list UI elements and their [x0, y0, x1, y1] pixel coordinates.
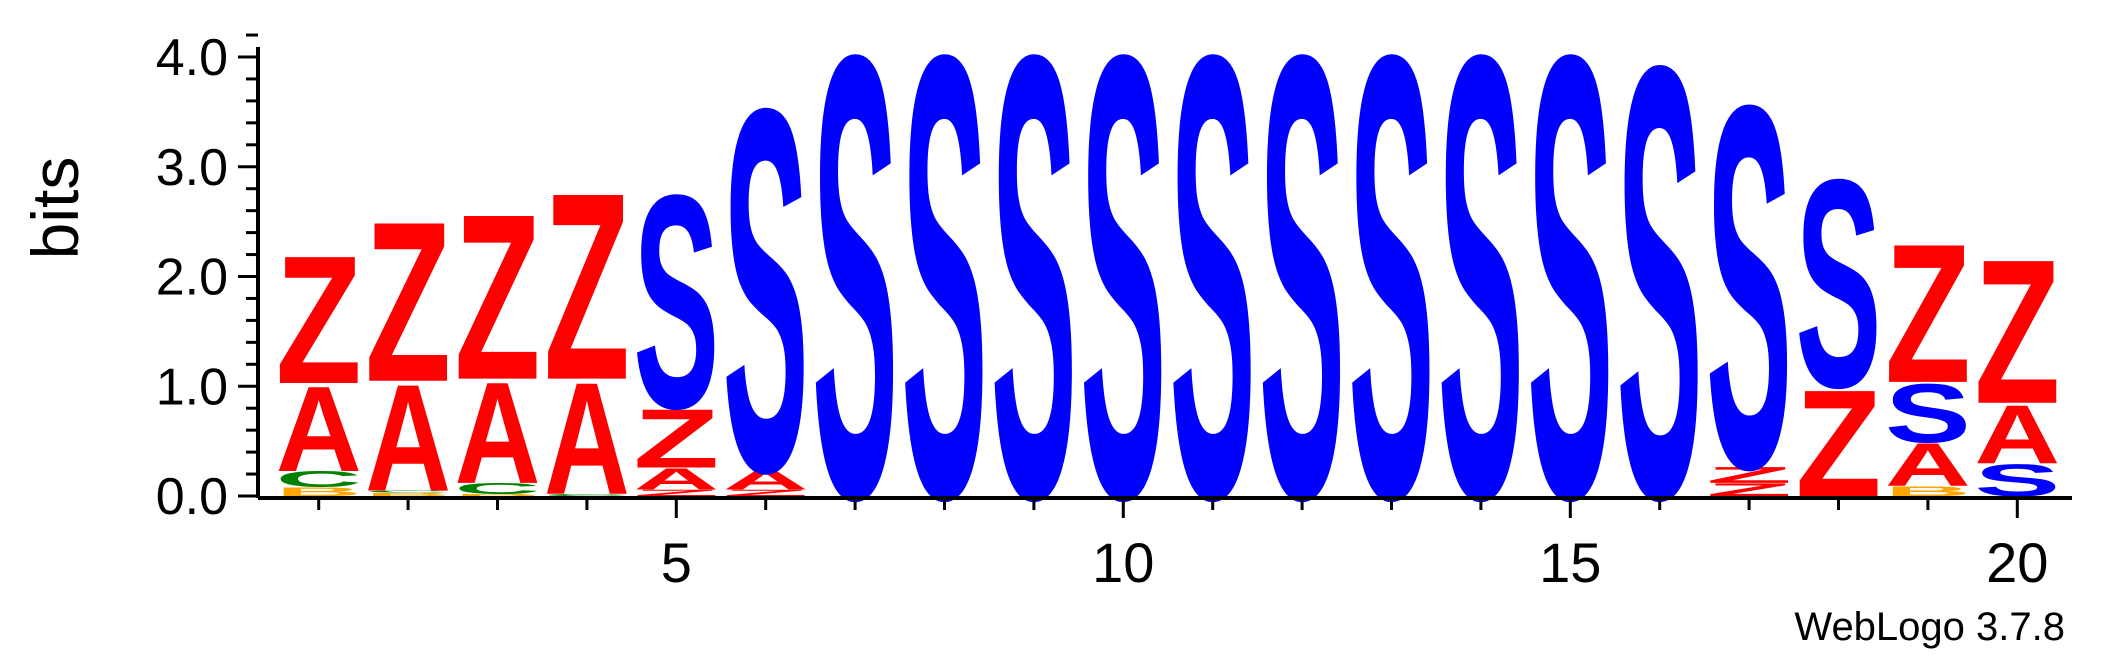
logo-glyph-c: C: [455, 480, 541, 497]
logo-axes: 0.0 1.0 2.0 3.0 4.0 5 10 15 20: [156, 29, 2072, 594]
logo-glyph-s: S: [1170, 0, 1256, 630]
y-tick-label: 4.0: [156, 29, 228, 87]
logo-glyph-s: S: [1885, 367, 1971, 460]
x-tick-label: 15: [1539, 531, 1601, 594]
logo-glyph-b: B: [455, 493, 541, 496]
x-tick-label: 10: [1092, 531, 1154, 594]
logo-glyph-c: C: [365, 490, 451, 493]
logo-glyph-a: A: [455, 353, 541, 515]
logo-glyph-z: Z: [633, 488, 719, 498]
logo-glyph-z: Z: [1885, 203, 1971, 424]
logo-glyph-z: Z: [1974, 217, 2060, 447]
logo-glyph-s: S: [1259, 0, 1345, 630]
y-axis-label: bits: [18, 157, 92, 260]
logo-glyph-c: C: [276, 467, 362, 493]
y-tick-label: 2.0: [156, 249, 228, 307]
y-tick-label: 1.0: [156, 358, 228, 416]
logo-glyph-s: S: [1080, 0, 1166, 630]
logo-glyph-s: S: [1617, 0, 1703, 628]
logo-glyph-z: Z: [544, 138, 630, 436]
x-tick-label: 5: [661, 531, 692, 594]
logo-glyph-a: A: [723, 465, 809, 495]
logo-glyph-s: S: [812, 0, 898, 630]
logo-glyph-a: A: [276, 360, 362, 497]
logo-glyph-b: B: [276, 485, 362, 499]
logo-glyph-z: Z: [365, 175, 451, 430]
logo-glyph-s: S: [1527, 0, 1613, 630]
logo-glyph-z: Z: [455, 166, 541, 430]
logo-glyph-z: Z: [723, 488, 809, 498]
logo-glyph-s: S: [991, 0, 1077, 630]
logo-glyph-s: S: [723, 2, 809, 581]
logo-glyph-s: S: [902, 0, 988, 630]
logo-glyph-a: A: [1974, 387, 2060, 481]
y-tick-label: 3.0: [156, 139, 228, 197]
logo-glyph-a: A: [365, 352, 451, 523]
logo-glyph-z: Z: [1706, 462, 1792, 487]
logo-glyph-a: A: [1885, 431, 1971, 499]
y-tick-label: 0.0: [156, 468, 228, 526]
logo-glyph-c: C: [544, 493, 630, 496]
logo-glyph-z: Z: [276, 217, 362, 422]
logo-glyph-b: B: [1885, 484, 1971, 499]
x-tick-label: 20: [1986, 531, 2048, 594]
logo-glyph-s: S: [633, 131, 719, 472]
logo-glyph-s: S: [1796, 118, 1882, 450]
logo-glyph-a: A: [633, 462, 719, 496]
logo-glyph-s: S: [1706, 0, 1792, 578]
logo-glyph-b: B: [365, 492, 451, 497]
logo-glyph-s: S: [1349, 0, 1435, 630]
logo-glyph-s: S: [1438, 0, 1524, 630]
logo-glyph-z: Z: [1706, 480, 1792, 500]
weblogo-credit: WebLogo 3.7.8: [1794, 605, 2065, 649]
logo-glyph-z: Z: [633, 391, 719, 485]
